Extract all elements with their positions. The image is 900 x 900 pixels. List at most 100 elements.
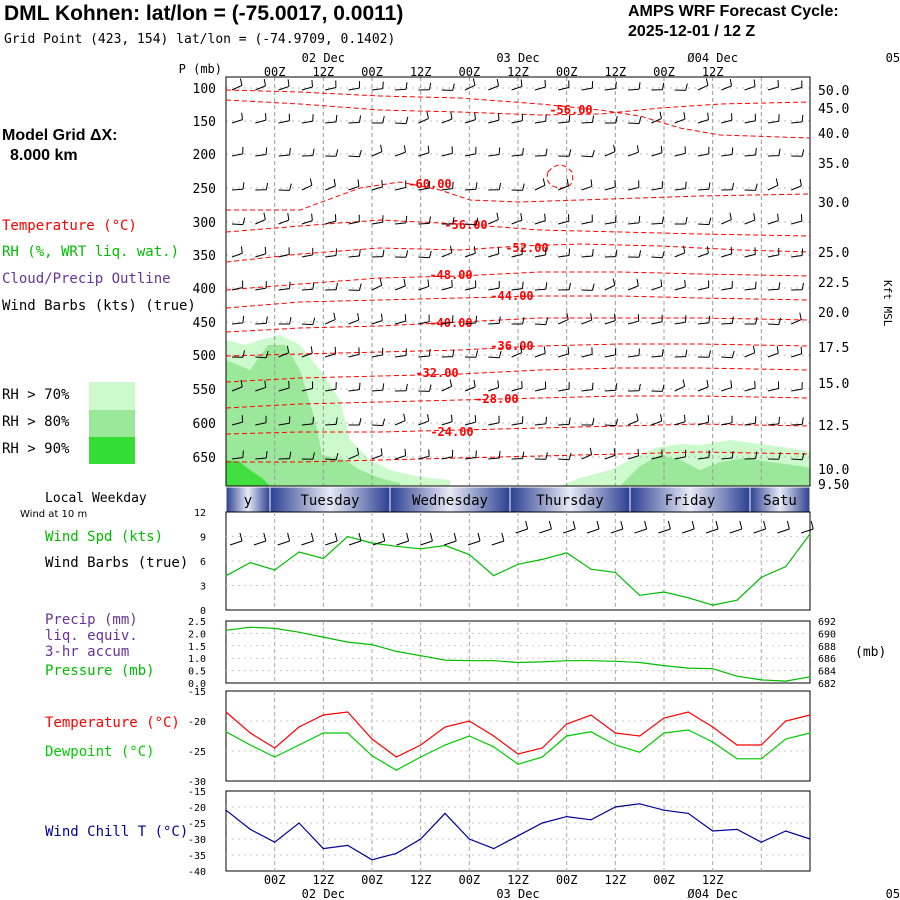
height-tick-label: 17.5 [818,341,849,356]
surface-wind-barb-feather [239,532,243,542]
date-label-bottom: Ø04 Dec [687,887,738,900]
upper-wind-barb-shaft [231,421,243,426]
upper-wind-barb-shaft [604,221,616,225]
precip-pressure-panel-point [493,660,495,662]
legend-temperature: Temperature (°C) [2,218,137,234]
wind-speed-panel-point [274,569,276,571]
upper-wind-barb-feather [288,380,290,389]
upper-wind-barb-shaft [231,252,243,258]
pressure-label: Pressure (mb) [45,663,155,679]
upper-wind-barb-feather [475,315,478,323]
weekday-label: Friday [665,493,716,509]
surface-wind-barb-shaft [467,540,481,546]
upper-wind-barb-shaft [628,222,640,225]
isotherm-label: -28.00 [475,392,518,406]
legend-cloud-outline: Cloud/Precip Outline [2,271,171,287]
temperature-dewpoint-panel-point [249,732,251,734]
precip-pressure-panel-point [614,660,616,662]
upper-wind-barb-feather [638,82,641,90]
upper-wind-barb-feather [755,148,757,156]
upper-wind-barb-shaft [604,354,616,358]
upper-wind-barb-shaft [418,321,430,325]
forecast-cycle-value: 2025-12-01 / 12 Z [628,23,756,40]
upper-wind-barb-shaft [581,389,593,392]
precip-pressure-panel-ytick: 0.5 [188,667,206,678]
upper-wind-barb-feather [567,346,570,354]
upper-wind-barb-shaft [604,454,616,460]
isotherm-32 [225,367,811,383]
isotherm-52 [225,243,811,263]
upper-wind-barb-feather [661,216,664,224]
surface-wind-barb-feather [667,520,671,530]
upper-wind-barb-feather [452,181,454,189]
pressure-tick-label: 650 [193,451,216,466]
upper-wind-barb-feather [522,451,525,459]
temperature-dewpoint-panel-point [566,723,568,725]
upper-wind-barb-shaft [371,151,383,157]
upper-wind-barb-shaft [301,120,313,124]
date-label-bottom: 03 Dec [496,887,539,900]
upper-wind-barb-shaft [674,252,686,258]
upper-wind-barb-feather [403,278,406,286]
upper-wind-barb-feather [497,380,500,388]
surface-wind-barb-shaft [563,528,576,534]
isotherm-28 [225,395,811,409]
upper-wind-barb-shaft [231,119,243,124]
upper-wind-barb-feather [335,149,339,157]
upper-wind-barb-shaft [604,88,616,91]
lower-panels: 1296302.52.01.51.00.50.0-15-20-25-30-15-… [188,508,886,878]
surface-wind-barb-feather [644,520,648,530]
precip-pressure-panel-point [249,626,251,628]
upper-wind-barb-feather [358,382,361,390]
upper-wind-barb-shaft [581,221,593,225]
dewpoint-panel-label: Dewpoint (°C) [45,744,155,760]
upper-wind-barb-feather [382,383,385,391]
upper-wind-barb-feather [661,250,665,258]
upper-wind-barb-feather [729,78,732,86]
upper-wind-barb-feather [428,250,432,258]
surface-wind-barb-shaft [515,528,528,534]
hour-label-bottom: 12Z [604,873,626,887]
wind-chill-panel-ytick: -15 [188,787,206,798]
upper-wind-barb-feather [450,112,453,120]
upper-wind-barb-feather [729,212,732,220]
upper-wind-barb-shaft [301,423,313,426]
upper-wind-barb-shaft [231,456,243,460]
height-tick-label: 25.0 [818,246,849,261]
upper-wind-barb-feather [708,315,711,323]
pressure-unit-label: (mb) [855,645,886,660]
upper-wind-barb-feather [450,414,453,422]
precip-pressure-panel-point [736,675,738,677]
wind-speed-panel-point [785,566,787,568]
upper-wind-barb-shaft [651,187,663,191]
surface-wind-barb-feather [715,520,719,530]
wind-barbs-label: Wind Barbs (true) [45,555,189,571]
upper-wind-barb-shaft [255,153,267,157]
upper-wind-barb-shaft [744,352,755,358]
upper-wind-barb-feather [405,116,409,124]
upper-wind-barb-shaft [255,119,267,124]
upper-wind-barb-shaft [651,355,663,358]
upper-wind-barb-feather [426,111,429,119]
wind-chill-panel-point [736,828,738,831]
upper-wind-barb-shaft [301,220,313,225]
upper-wind-barb-shaft [348,121,360,124]
isotherm-44 [225,295,811,309]
wind-speed-panel-point [420,548,422,550]
temperature-dewpoint-panel-point [517,753,519,755]
isotherm-60 [226,181,811,211]
upper-wind-barb-shaft [767,352,779,358]
upper-wind-barb-shaft [278,85,290,91]
upper-wind-barb-shaft [721,422,733,426]
surface-wind-barb-feather [382,532,386,542]
surface-wind-barb-feather [763,520,767,530]
upper-wind-barb-feather [659,111,662,119]
precip-pressure-panel-point [663,665,665,667]
upper-wind-barb-feather [638,383,641,391]
wind-speed-panel-point [712,604,714,606]
wind-chill-panel-ytick: -35 [188,851,206,862]
upper-wind-barb-shaft [278,422,290,426]
upper-wind-barb-feather [498,316,501,324]
upper-wind-barb-shaft [511,352,522,358]
